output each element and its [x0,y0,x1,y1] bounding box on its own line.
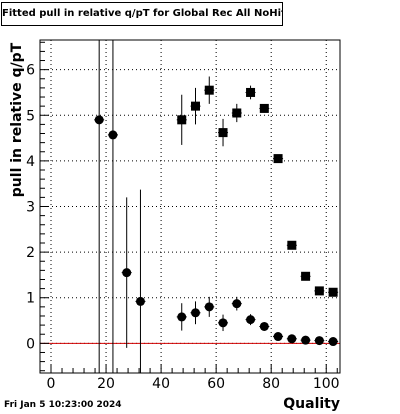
data-point-circle [232,299,242,309]
data-marks [94,40,339,373]
data-point-circle [218,318,228,328]
data-point-circle [246,315,256,325]
timestamp-footer: Fri Jan 5 10:23:00 2024 [4,400,122,410]
x-tick-label: 60 [207,376,225,392]
data-point-circle [328,337,338,347]
data-point-square [218,128,228,138]
data-point-square [273,154,283,164]
x-tick-label: 80 [262,376,280,392]
y-tick-label: 4 [26,154,35,170]
y-tick-label: 6 [26,63,35,79]
data-point-square [204,85,214,95]
y-tick-label: 2 [26,245,35,261]
data-point-square [259,103,269,113]
data-point-circle [135,296,145,306]
data-point-square [191,101,201,111]
data-point-circle [273,332,283,342]
x-tick-label: 100 [313,376,340,392]
y-tick-label: 3 [26,200,35,216]
data-point-circle [259,321,269,331]
axes: 0 20 40 60 80 100 0 1 2 3 4 5 6 [26,41,340,392]
data-point-circle [191,308,201,318]
data-point-square [287,240,297,250]
data-point-circle [177,312,187,322]
x-tick-label: 20 [97,376,115,392]
data-point-circle [301,335,311,345]
data-point-square [246,87,256,97]
y-tick-label: 1 [26,291,35,307]
x-tick-label: 0 [47,376,56,392]
data-point-circle [122,268,132,278]
data-point-circle [314,336,324,346]
data-point-square [301,271,311,281]
data-point-square [177,115,187,125]
data-point-square [328,287,338,297]
y-axis-label: pull in relative q/pT [9,42,25,198]
data-point-circle [94,115,104,125]
data-point-circle [108,130,118,140]
y-tick-label: 0 [26,336,35,352]
data-point-circle [204,302,214,312]
x-axis-label: Quality [283,396,340,412]
y-tick-label: 5 [26,108,35,124]
data-point-circle [287,334,297,344]
x-tick-label: 40 [152,376,170,392]
plot-area [40,40,340,373]
chart-title: Fitted pull in relative q/pT for Global … [1,2,283,26]
data-point-square [232,108,242,118]
data-point-square [314,286,324,296]
